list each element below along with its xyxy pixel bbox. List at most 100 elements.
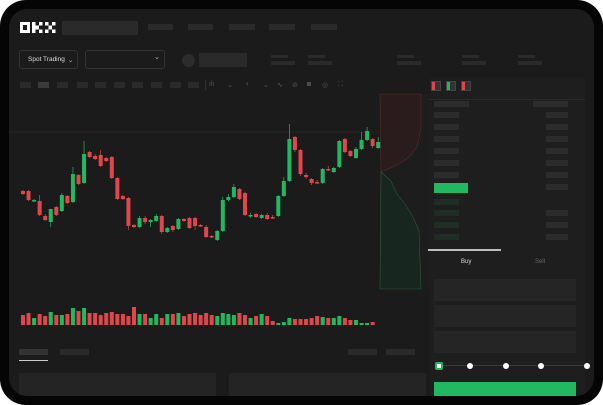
chevron-down-icon[interactable]: ⌄ <box>227 82 233 89</box>
bid-price <box>434 210 459 216</box>
orders-card <box>19 373 216 396</box>
buy-button[interactable] <box>434 382 576 396</box>
volume-bar <box>248 318 253 325</box>
timeframe-button[interactable] <box>38 82 49 88</box>
orderbook-header-price <box>434 101 469 107</box>
candle <box>315 182 320 184</box>
market-selector[interactable]: Spot Trading ⌄ <box>19 50 78 69</box>
tab-order-history[interactable] <box>60 349 89 355</box>
search-bar[interactable] <box>62 21 138 35</box>
volume-bar <box>259 314 264 325</box>
nav-item[interactable] <box>188 24 213 30</box>
candle <box>342 139 347 152</box>
candle <box>82 154 87 183</box>
chart-type-icon[interactable]: ılı <box>209 81 215 88</box>
volume-bar <box>54 315 59 325</box>
volume-bar <box>359 323 364 325</box>
timeframe-button[interactable] <box>132 82 143 88</box>
volume-bar <box>126 316 131 325</box>
active-tab-indicator <box>428 249 501 251</box>
timeframe-button[interactable] <box>151 82 162 88</box>
volume-bar <box>154 314 159 325</box>
tab-sell[interactable]: Sell <box>535 259 546 265</box>
nav-item[interactable] <box>311 24 337 30</box>
orderbook-header-amount <box>533 101 568 107</box>
total-input[interactable] <box>434 331 576 353</box>
camera-icon[interactable]: ◙ <box>307 81 312 88</box>
candle <box>265 215 270 219</box>
slider-stop-75[interactable] <box>538 363 544 369</box>
candle <box>259 215 264 218</box>
candle <box>198 225 203 227</box>
candle <box>143 218 148 222</box>
candle <box>243 193 247 215</box>
tab-open-orders[interactable] <box>19 349 48 355</box>
orderbook-both-icon[interactable] <box>431 81 441 91</box>
amount-slider-handle[interactable] <box>435 362 443 370</box>
volume-bar <box>170 314 175 325</box>
candle <box>276 196 281 216</box>
slider-stop-25[interactable] <box>467 363 473 369</box>
pair-selector[interactable]: ⌄ <box>85 50 165 69</box>
ask-price <box>434 148 459 154</box>
timeframe-button[interactable] <box>95 82 106 88</box>
measure-icon[interactable]: ⊘ <box>292 82 298 89</box>
indicator-icon[interactable]: ⫞ <box>245 81 249 88</box>
stat-value <box>462 61 486 65</box>
timeframe-button[interactable] <box>170 82 181 88</box>
settings-icon[interactable]: ◎ <box>322 82 329 89</box>
fullscreen-icon[interactable]: ⛶ <box>338 81 343 88</box>
nav-item[interactable] <box>269 24 295 30</box>
tab-buy[interactable]: Buy <box>461 259 472 265</box>
amount-input[interactable] <box>434 305 576 327</box>
filter-button[interactable] <box>386 349 415 355</box>
candlestick-chart[interactable] <box>9 89 430 334</box>
orderbook-bids-icon[interactable] <box>446 81 456 91</box>
ask-price <box>434 124 459 130</box>
ask-amount <box>546 184 568 190</box>
candle <box>365 131 370 140</box>
ask-amount <box>546 124 568 130</box>
volume-bar <box>148 318 153 325</box>
volume-bar <box>265 316 270 325</box>
stat-value <box>397 61 421 65</box>
orderbook-asks-icon[interactable] <box>461 81 471 91</box>
candle <box>359 140 364 149</box>
volume-bar <box>287 318 292 325</box>
candle <box>43 216 48 220</box>
filter-button[interactable] <box>348 349 377 355</box>
price-input[interactable] <box>434 279 576 301</box>
timeframe-button[interactable] <box>188 82 199 88</box>
orders-card <box>229 373 426 396</box>
volume-bar <box>365 323 370 325</box>
okx-logo <box>20 22 56 33</box>
volume-bar <box>354 320 358 325</box>
candle <box>154 216 159 221</box>
coin-icon <box>182 54 195 67</box>
chevron-down-icon[interactable]: ⌄ <box>263 82 269 89</box>
line-tool-icon[interactable]: ∿ <box>277 82 283 89</box>
amount-slider-track[interactable] <box>439 365 587 366</box>
volume-bar <box>237 313 242 325</box>
slider-stop-50[interactable] <box>503 363 509 369</box>
timeframe-button[interactable] <box>114 82 125 88</box>
volume-bar <box>82 308 87 325</box>
volume-bar <box>159 318 164 325</box>
nav-item[interactable] <box>229 24 255 30</box>
volume-bar <box>193 313 198 325</box>
timeframe-button[interactable] <box>57 82 68 88</box>
ask-price <box>434 136 459 142</box>
timeframe-button[interactable] <box>77 82 88 88</box>
slider-stop-100[interactable] <box>584 363 590 369</box>
candle <box>287 139 292 181</box>
app-screen: Spot Trading ⌄ ⌄ ılı ⌄ ⫞ ⌄ ∿ ⊘ ◙ ◎ ⛶ <box>9 9 594 396</box>
nav-item[interactable] <box>148 24 173 30</box>
volume-bar <box>187 314 192 325</box>
volume-bar <box>292 319 297 325</box>
timeframe-button[interactable] <box>20 82 31 88</box>
chevron-down-icon: ⌄ <box>154 54 160 61</box>
volume-bar <box>109 312 114 325</box>
stat-value <box>518 61 542 65</box>
candle <box>215 231 220 240</box>
candle <box>370 139 375 146</box>
